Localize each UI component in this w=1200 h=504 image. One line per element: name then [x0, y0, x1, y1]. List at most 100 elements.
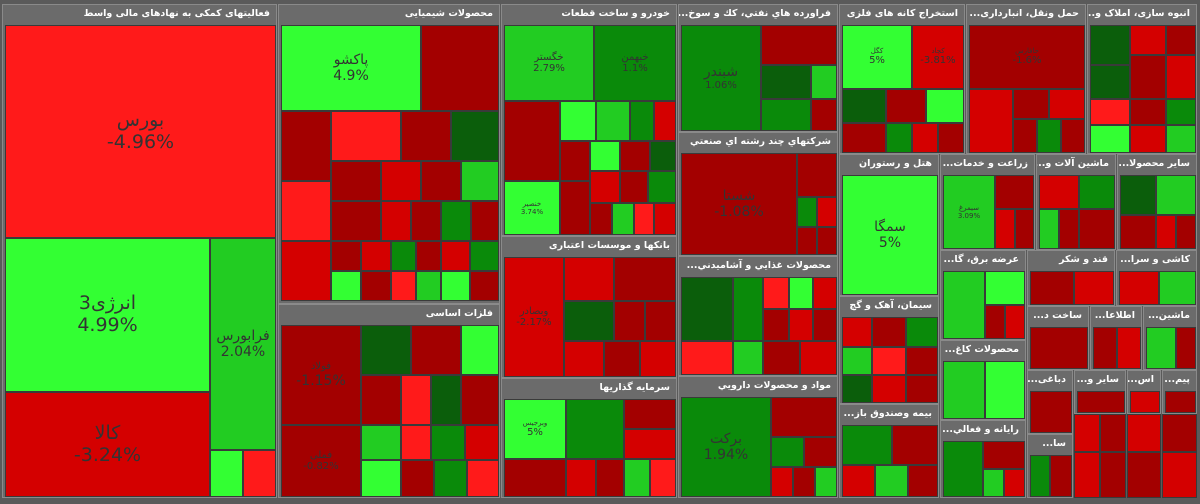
tile-small[interactable]: [210, 450, 243, 497]
tile-small[interactable]: [733, 277, 763, 341]
tile-small[interactable]: [401, 460, 434, 497]
tile-small[interactable]: [604, 341, 640, 377]
tile-small[interactable]: [381, 201, 411, 241]
tile-foolad[interactable]: فولاد -1.15%: [281, 325, 361, 425]
tile-small[interactable]: [1130, 25, 1166, 55]
tile-kala[interactable]: کالا -3.24%: [5, 392, 210, 497]
tile-small[interactable]: [983, 469, 1004, 497]
tile-small[interactable]: [361, 375, 401, 425]
tile-small[interactable]: [1166, 25, 1196, 55]
tile-small[interactable]: [1146, 327, 1176, 369]
tile-small[interactable]: [361, 425, 401, 460]
tile-small[interactable]: [1166, 125, 1196, 153]
tile-small[interactable]: [381, 161, 421, 201]
tile-small[interactable]: [771, 397, 837, 437]
sector-metal-ores[interactable]: استخراج کانه های فلزی کگل 5% کچاد -3.81%: [839, 4, 965, 154]
tile-small[interactable]: [431, 375, 461, 425]
tile-small[interactable]: [886, 123, 912, 153]
tile-small[interactable]: [361, 325, 411, 375]
tile-small[interactable]: [681, 277, 733, 341]
tile-small[interactable]: [797, 227, 817, 255]
tile-small[interactable]: [872, 347, 906, 375]
tile-small[interactable]: [1061, 119, 1085, 153]
tile-small[interactable]: [797, 153, 837, 197]
sector-tanning[interactable]: دباغی...: [1027, 370, 1073, 434]
tile-small[interactable]: [401, 375, 431, 425]
tile-small[interactable]: [763, 341, 800, 375]
tile-small[interactable]: [1127, 414, 1161, 452]
tile-small[interactable]: [842, 375, 872, 403]
tile-small[interactable]: [926, 89, 964, 123]
tile-small[interactable]: [969, 89, 1013, 153]
sector-industrial-holding[interactable]: شرکتهاي چند رشته اي صنعتي شستا -1.08%: [678, 132, 838, 256]
tile-small[interactable]: [761, 99, 811, 131]
tile-small[interactable]: [1120, 215, 1156, 249]
tile-khensir[interactable]: خنصیر 3.74%: [504, 181, 560, 235]
tile-small[interactable]: [681, 341, 733, 375]
tile-small[interactable]: [331, 111, 401, 161]
tile-small[interactable]: [1030, 455, 1050, 497]
sector-paper[interactable]: محصولات کاغ...: [940, 340, 1026, 420]
tile-small[interactable]: [906, 317, 938, 347]
tile-fameli[interactable]: فملی -0.82%: [281, 425, 361, 497]
tile-pakshu[interactable]: پاکشو 4.9%: [281, 25, 421, 111]
tile-small[interactable]: [1156, 215, 1176, 249]
tile-small[interactable]: [733, 341, 763, 375]
sector-other-products[interactable]: سایر محصولا...: [1117, 154, 1197, 250]
tile-small[interactable]: [1130, 55, 1166, 99]
tile-small[interactable]: [634, 203, 654, 235]
tile-small[interactable]: [793, 467, 815, 497]
tile-small[interactable]: [640, 341, 676, 377]
tile-small[interactable]: [1030, 327, 1088, 369]
tile-small[interactable]: [1039, 175, 1079, 209]
sector-tiles[interactable]: کاشی و سرا...: [1116, 250, 1197, 306]
tile-small[interactable]: [590, 171, 620, 203]
tile-small[interactable]: [431, 425, 465, 460]
tile-small[interactable]: [391, 271, 416, 301]
tile-energy3[interactable]: انرژی3 4.99%: [5, 238, 210, 392]
tile-small[interactable]: [789, 277, 813, 309]
tile-small[interactable]: [804, 437, 837, 467]
tile-small[interactable]: [811, 65, 837, 99]
tile-small[interactable]: [995, 209, 1015, 249]
tile-small[interactable]: [624, 399, 676, 429]
tile-small[interactable]: [771, 437, 804, 467]
tile-small[interactable]: [421, 161, 461, 201]
tile-small[interactable]: [1090, 99, 1130, 125]
tile-small[interactable]: [614, 257, 676, 301]
tile-small[interactable]: [1159, 271, 1196, 305]
sector-other[interactable]: سایر و...: [1074, 370, 1126, 414]
sector-automotive[interactable]: خودرو و ساخت قطعات خگستر 2.79% خبهمن 1.1…: [501, 4, 677, 236]
tile-small[interactable]: [654, 101, 676, 141]
tile-small[interactable]: [817, 197, 837, 227]
tile-small[interactable]: [1166, 99, 1196, 125]
tile-small[interactable]: [1100, 414, 1126, 452]
tile-small[interactable]: [411, 201, 441, 241]
tile-small[interactable]: [1039, 209, 1059, 249]
tile-small[interactable]: [1100, 452, 1126, 498]
sector-piping[interactable]: پیم...: [1162, 370, 1197, 414]
tile-small[interactable]: [1130, 125, 1166, 153]
tile-small[interactable]: [1030, 271, 1074, 305]
tile-small[interactable]: [441, 241, 470, 271]
tile-small[interactable]: [650, 141, 676, 171]
tile-simorgh[interactable]: سیمرغ 3.09%: [943, 175, 995, 249]
tile-small[interactable]: [630, 101, 654, 141]
sector-insurance[interactable]: بیمه وصندوق باز...: [839, 404, 939, 498]
tile-small[interactable]: [1093, 327, 1117, 369]
tile-small[interactable]: [361, 271, 391, 301]
sector-machinery[interactable]: ماشین آلات و...: [1036, 154, 1116, 250]
tile-small[interactable]: [842, 347, 872, 375]
tile-small[interactable]: [842, 317, 872, 347]
tile-small[interactable]: [1165, 391, 1196, 413]
tile-small[interactable]: [361, 460, 401, 497]
tile-small[interactable]: [797, 197, 817, 227]
tile-small[interactable]: [624, 459, 650, 497]
tile-small[interactable]: [451, 111, 499, 161]
tile-small[interactable]: [1176, 327, 1196, 369]
tile-small[interactable]: [886, 89, 926, 123]
tile-small[interactable]: [1090, 65, 1130, 99]
sector-hotel[interactable]: هتل و رستوران سمگا 5%: [839, 154, 939, 296]
tile-small[interactable]: [461, 375, 499, 425]
tile-small[interactable]: [813, 277, 837, 309]
